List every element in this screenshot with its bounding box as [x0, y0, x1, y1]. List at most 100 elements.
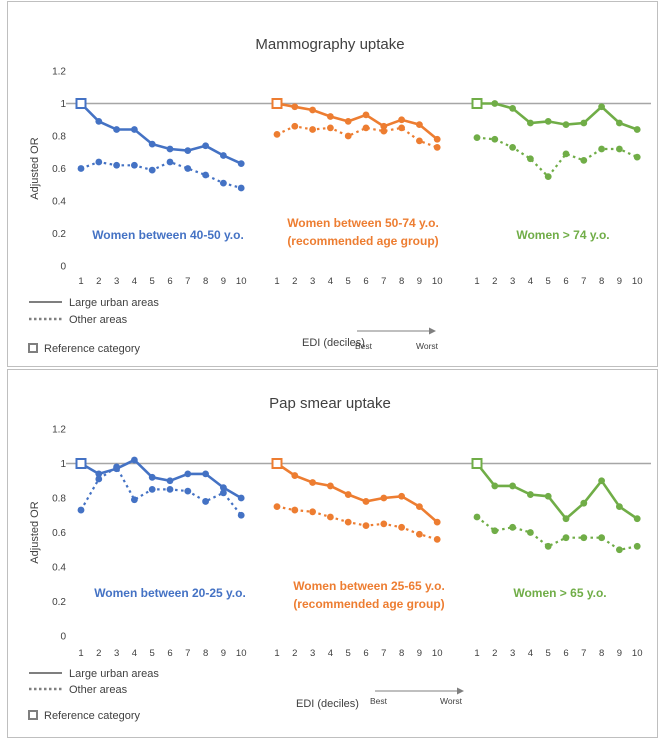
other-areas-point	[491, 135, 499, 143]
other-areas-point	[291, 506, 299, 514]
large-urban-point	[309, 106, 316, 114]
other-areas-point	[398, 523, 405, 531]
other-areas-point	[344, 518, 352, 526]
x-tick-label: 7	[185, 648, 190, 659]
large-urban-point	[562, 515, 570, 523]
other-areas-point	[327, 513, 334, 521]
other-areas-point	[291, 122, 299, 130]
x-tick-label: 1	[274, 276, 279, 287]
large-urban-point	[362, 111, 370, 119]
large-urban-point	[616, 503, 623, 511]
large-urban-line	[276, 462, 439, 524]
panel-label: Women > 65 y.o.	[513, 586, 606, 600]
large-urban-line	[276, 102, 439, 141]
other-areas-line	[476, 136, 638, 179]
large-urban-point	[166, 477, 174, 485]
other-areas-point	[362, 124, 370, 132]
other-areas-point	[633, 153, 641, 161]
x-axis-label: EDI (deciles)	[302, 337, 365, 349]
x-tick-label: 6	[167, 648, 172, 659]
other-areas-point	[598, 534, 605, 542]
large-urban-point	[327, 113, 334, 120]
top-chart-frame	[7, 1, 658, 367]
large-urban-point	[598, 103, 605, 111]
x-tick-label: 1	[274, 648, 279, 659]
other-areas-line	[476, 516, 638, 551]
other-areas-point	[309, 508, 316, 516]
other-areas-point	[544, 542, 552, 550]
legend-reference-swatch	[28, 343, 38, 353]
legend-reference-swatch	[28, 710, 38, 720]
other-areas-point	[527, 155, 534, 163]
large-urban-point	[237, 494, 245, 502]
large-urban-point	[544, 492, 552, 500]
other-areas-point	[237, 184, 245, 192]
large-urban-point	[433, 518, 441, 526]
x-tick-label: 10	[236, 276, 247, 287]
other-areas-point	[237, 511, 245, 519]
other-areas-point	[544, 173, 552, 181]
edi-best-label: Best	[355, 341, 373, 351]
large-urban-point	[398, 116, 405, 124]
y-tick-label: 0.6	[52, 528, 66, 539]
x-tick-label: 10	[432, 648, 443, 659]
other-areas-point	[580, 534, 588, 542]
other-areas-point	[380, 520, 388, 528]
large-urban-point	[509, 104, 516, 112]
large-urban-line	[80, 458, 242, 500]
edi-arrow-head	[457, 687, 464, 695]
legend-reference-category: Reference category	[44, 343, 140, 355]
x-tick-label: 5	[546, 648, 551, 659]
x-tick-label: 2	[96, 648, 101, 659]
large-urban-point	[202, 142, 210, 150]
y-tick-label: 1	[60, 459, 66, 470]
other-areas-point	[580, 156, 588, 164]
x-tick-label: 4	[132, 648, 137, 659]
x-tick-label: 6	[363, 276, 368, 287]
x-tick-label: 2	[292, 648, 297, 659]
y-tick-label: 1.2	[52, 67, 66, 78]
x-tick-label: 10	[632, 276, 643, 287]
large-urban-point	[95, 470, 103, 478]
other-areas-point	[473, 513, 481, 521]
large-urban-point	[291, 472, 299, 479]
panel-label: Women between 50-74 y.o.	[287, 216, 439, 230]
x-tick-label: 9	[221, 276, 226, 287]
other-areas-point	[509, 523, 516, 531]
x-tick-label: 5	[346, 276, 351, 287]
x-tick-label: 9	[417, 648, 422, 659]
other-areas-point	[166, 158, 174, 166]
x-tick-label: 3	[310, 648, 315, 659]
x-tick-label: 4	[528, 276, 533, 287]
other-areas-point	[616, 546, 623, 554]
edi-arrow-head	[429, 327, 436, 335]
other-areas-point	[327, 124, 334, 132]
other-areas-point	[491, 527, 499, 535]
y-tick-label: 1	[60, 99, 66, 110]
edi-best-label: Best	[370, 696, 388, 706]
reference-category-point	[471, 458, 483, 469]
other-areas-point	[509, 143, 516, 151]
other-areas-point	[473, 134, 481, 142]
reference-category-point	[471, 98, 483, 109]
large-urban-point	[237, 160, 245, 168]
x-tick-label: 6	[167, 276, 172, 287]
panel-label-line2: (recommended age group)	[287, 234, 438, 248]
y-tick-label: 0.8	[52, 494, 66, 505]
y-tick-label: 1.2	[52, 425, 66, 436]
x-tick-label: 5	[346, 648, 351, 659]
large-urban-point	[148, 473, 156, 481]
x-tick-label: 8	[599, 648, 604, 659]
large-urban-point	[633, 515, 641, 523]
large-urban-point	[95, 117, 103, 125]
chart-title: Mammography uptake	[255, 36, 404, 53]
large-urban-point	[291, 103, 299, 111]
x-tick-label: 2	[96, 276, 101, 287]
x-tick-label: 2	[492, 648, 497, 659]
x-tick-label: 5	[150, 276, 155, 287]
large-urban-point	[433, 135, 441, 143]
x-tick-label: 2	[292, 276, 297, 287]
y-tick-label: 0.2	[52, 229, 66, 240]
large-urban-point	[562, 121, 570, 129]
